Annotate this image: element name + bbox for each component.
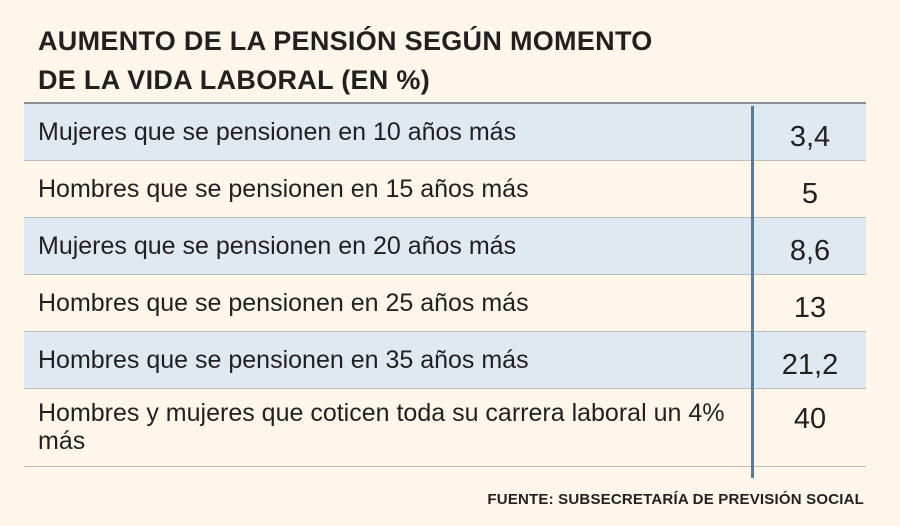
row-label: Hombres que se pensionen en 25 años más xyxy=(38,289,529,317)
row-label: Mujeres que se pensionen en 20 años más xyxy=(38,232,517,260)
table-row: Mujeres que se pensionen en 10 años más … xyxy=(24,104,866,161)
row-label: Mujeres que se pensionen en 10 años más xyxy=(38,118,517,146)
table-row: Mujeres que se pensionen en 20 años más … xyxy=(24,218,866,275)
column-divider xyxy=(751,106,754,478)
table-row: Hombres que se pensionen en 25 años más … xyxy=(24,275,866,332)
data-table: Mujeres que se pensionen en 10 años más … xyxy=(24,102,866,467)
row-value: 3,4 xyxy=(789,120,831,153)
row-value: 21,2 xyxy=(781,348,839,381)
row-value: 5 xyxy=(801,177,819,210)
table-row: Hombres que se pensionen en 35 años más … xyxy=(24,332,866,389)
chart-title-line-2: DE LA VIDA LABORAL (EN %) xyxy=(38,65,430,95)
row-label: Hombres y mujeres que coticen toda su ca… xyxy=(38,399,725,455)
source-note: FUENTE: SUBSECRETARÍA DE PREVISIÓN SOCIA… xyxy=(487,491,864,508)
row-label: Hombres que se pensionen en 35 años más xyxy=(38,346,529,374)
row-label: Hombres que se pensionen en 15 años más xyxy=(38,175,529,203)
row-value: 8,6 xyxy=(789,234,831,267)
table-row: Hombres que se pensionen en 15 años más … xyxy=(24,161,866,218)
row-value: 40 xyxy=(793,403,827,435)
chart-title: AUMENTO DE LA PENSIÓN SEGÚN MOMENTO DE L… xyxy=(38,22,798,100)
table-row: Hombres y mujeres que coticen toda su ca… xyxy=(24,389,866,467)
row-value: 13 xyxy=(793,291,827,324)
chart-title-line-1: AUMENTO DE LA PENSIÓN SEGÚN MOMENTO xyxy=(38,26,653,56)
